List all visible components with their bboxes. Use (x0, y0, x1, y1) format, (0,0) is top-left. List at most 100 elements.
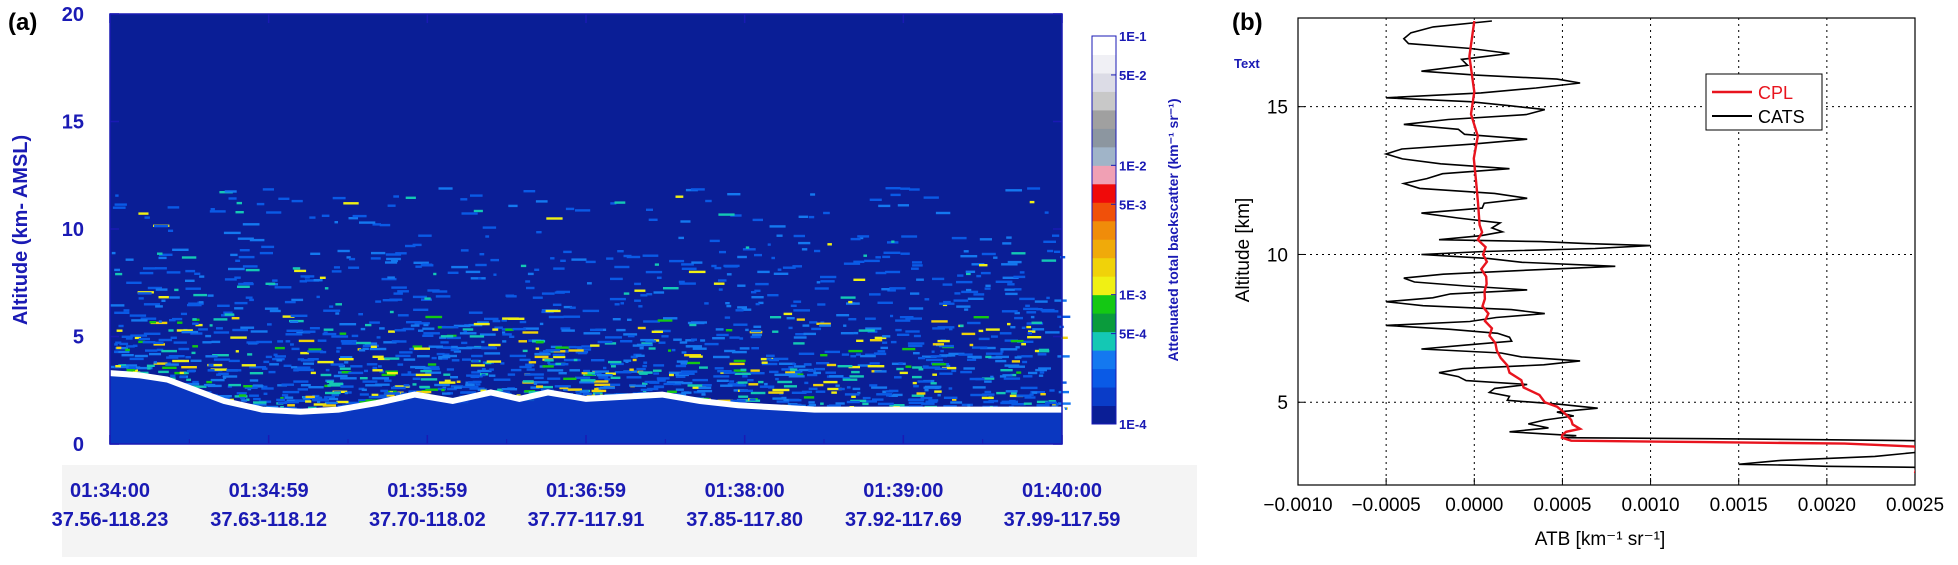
backscatter-speckle (253, 397, 261, 401)
backscatter-speckle (185, 287, 201, 290)
backscatter-speckle (144, 216, 150, 219)
backscatter-speckle (320, 373, 332, 377)
backscatter-speckle (516, 394, 521, 397)
backscatter-speckle (654, 263, 659, 266)
backscatter-speckle (1034, 349, 1039, 353)
backscatter-speckle (859, 236, 864, 240)
backscatter-speckle (239, 394, 247, 397)
backscatter-speckle (181, 256, 197, 259)
backscatter-speckle (387, 276, 395, 279)
backscatter-speckle (720, 384, 733, 387)
backscatter-speckle (788, 366, 794, 369)
backscatter-speckle (844, 393, 860, 396)
backscatter-speckle (995, 359, 1007, 363)
backscatter-speckle (282, 315, 295, 318)
backscatter-speckle (539, 322, 544, 326)
backscatter-speckle (942, 303, 948, 307)
backscatter-speckle (412, 377, 421, 380)
backscatter-speckle (912, 375, 922, 379)
backscatter-speckle (115, 347, 128, 350)
backscatter-speckle (669, 373, 674, 377)
backscatter-speckle (261, 387, 274, 390)
b-x-tick-label: 0.0005 (1533, 495, 1591, 516)
backscatter-speckle (614, 201, 626, 204)
backscatter-speckle (931, 320, 948, 323)
backscatter-speckle (228, 267, 245, 271)
backscatter-speckle (299, 280, 307, 283)
backscatter-speckle (823, 211, 830, 215)
backscatter-speckle (620, 340, 633, 343)
backscatter-speckle (236, 392, 247, 395)
colorbar-segment (1092, 405, 1116, 425)
panel-b-x-axis-label: ATB [km⁻¹ sr⁻¹] (1535, 529, 1666, 550)
backscatter-speckle (691, 338, 697, 341)
backscatter-speckle (777, 268, 782, 271)
backscatter-speckle (543, 350, 551, 353)
backscatter-speckle (648, 347, 656, 350)
backscatter-speckle (788, 326, 793, 330)
backscatter-speckle (479, 253, 485, 256)
backscatter-speckle (865, 317, 876, 320)
backscatter-speckle (730, 214, 742, 217)
backscatter-speckle (856, 353, 861, 356)
colorbar-tick-label: 5E-2 (1119, 68, 1146, 83)
backscatter-speckle (359, 349, 366, 352)
backscatter-speckle (1000, 348, 1018, 351)
backscatter-speckle (813, 367, 825, 371)
profile-grid (1298, 18, 1915, 485)
backscatter-speckle (1034, 300, 1048, 303)
backscatter-speckle (206, 380, 213, 384)
backscatter-speckle (653, 364, 665, 367)
backscatter-speckle (691, 261, 703, 264)
backscatter-speckle (114, 350, 119, 353)
backscatter-speckle (405, 196, 416, 199)
backscatter-speckle (981, 396, 994, 400)
backscatter-speckle (924, 298, 930, 301)
backscatter-speckle (764, 382, 768, 386)
backscatter-speckle (137, 292, 152, 295)
backscatter-speckle (234, 307, 244, 310)
backscatter-speckle (678, 372, 695, 375)
backscatter-speckle (1039, 371, 1045, 374)
backscatter-speckle (412, 243, 422, 247)
backscatter-speckle (973, 316, 989, 319)
backscatter-speckle (397, 363, 404, 366)
backscatter-speckle (894, 376, 902, 379)
colorbar-segment (1092, 91, 1116, 111)
backscatter-speckle (1038, 367, 1051, 370)
backscatter-speckle (266, 211, 282, 214)
backscatter-speckle (179, 375, 186, 379)
backscatter-speckle (297, 388, 308, 391)
backscatter-speckle (223, 311, 233, 314)
backscatter-speckle (963, 250, 969, 253)
backscatter-speckle (862, 396, 871, 400)
backscatter-speckle (905, 317, 922, 320)
backscatter-speckle (803, 363, 811, 366)
backscatter-speckle (990, 375, 994, 379)
backscatter-speckle (158, 296, 169, 299)
a-y-tick-label: 20 (62, 4, 84, 26)
backscatter-speckle (344, 391, 349, 395)
backscatter-speckle (643, 361, 648, 364)
backscatter-speckle (735, 309, 744, 312)
backscatter-speckle (290, 320, 299, 323)
backscatter-speckle (939, 354, 956, 357)
backscatter-speckle (796, 373, 804, 376)
backscatter-speckle (509, 335, 515, 338)
backscatter-speckle (680, 220, 691, 223)
backscatter-speckle (842, 377, 851, 380)
backscatter-speckle (158, 370, 169, 374)
backscatter-speckle (937, 326, 955, 329)
backscatter-speckle (277, 401, 287, 404)
backscatter-speckle (335, 312, 340, 315)
backscatter-speckle (542, 365, 554, 368)
backscatter-speckle (579, 381, 595, 384)
backscatter-speckle (384, 394, 395, 397)
backscatter-speckle (264, 307, 279, 310)
backscatter-speckle (423, 332, 440, 335)
backscatter-speckle (534, 352, 551, 356)
b-y-tick-label: 5 (1277, 393, 1288, 414)
backscatter-speckle (469, 335, 485, 338)
backscatter-speckle (766, 354, 775, 357)
backscatter-speckle (389, 298, 403, 301)
